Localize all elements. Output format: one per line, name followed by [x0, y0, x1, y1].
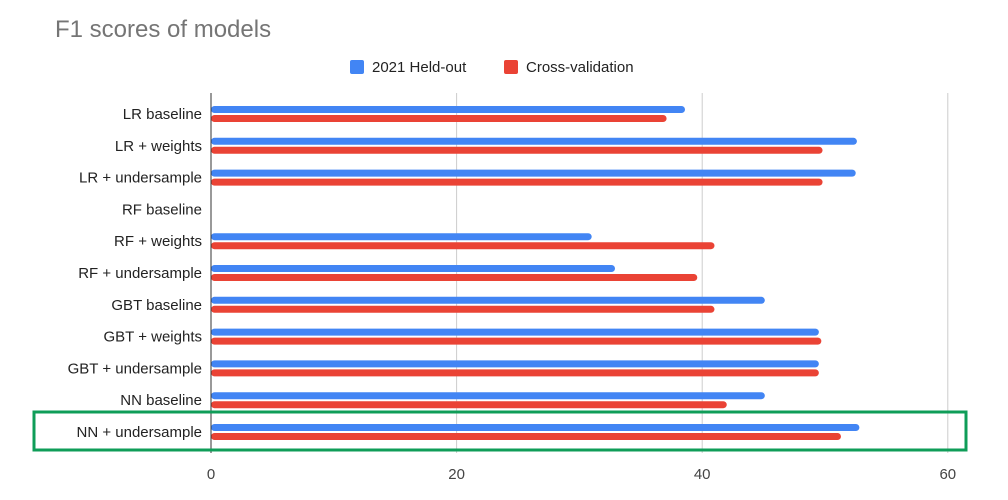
- bar-rf-plus-weights-held-out: [211, 233, 592, 241]
- bar-nn-plus-undersample-cross-validation: [211, 433, 841, 440]
- bar-rf-plus-undersample-held-out: [211, 265, 616, 272]
- bar-nn-baseline-cross-validation: [211, 401, 727, 409]
- bars: [211, 106, 860, 440]
- category-label-lr-plus-undersample: LR + undersample: [79, 170, 202, 187]
- legend: 2021 Held-out Cross-validation: [350, 59, 634, 76]
- category-label-gbt-plus-weights: GBT + weights: [103, 329, 202, 346]
- legend-label-cross-validation: Cross-validation: [526, 59, 634, 76]
- category-label-rf-plus-undersample: RF + undersample: [78, 265, 202, 282]
- chart-title: F1 scores of models: [55, 16, 271, 43]
- bar-nn-baseline-held-out: [211, 392, 765, 400]
- bar-gbt-plus-weights-held-out: [211, 328, 819, 336]
- category-label-rf-baseline: RF baseline: [122, 201, 202, 218]
- category-label-gbt-plus-undersample: GBT + undersample: [68, 360, 202, 377]
- bar-rf-plus-weights-cross-validation: [211, 242, 715, 250]
- bar-lr-baseline-cross-validation: [211, 115, 667, 122]
- bar-rf-plus-undersample-cross-validation: [211, 274, 698, 281]
- category-label-rf-plus-weights: RF + weights: [114, 233, 202, 250]
- category-label-lr-plus-weights: LR + weights: [115, 138, 202, 155]
- category-label-nn-plus-undersample: NN + undersample: [77, 424, 202, 441]
- bar-lr-plus-undersample-cross-validation: [211, 178, 823, 186]
- x-tick-label-60: 60: [939, 466, 956, 483]
- legend-swatch-cross-validation: [504, 60, 518, 74]
- x-axis-ticks: 0 20 40 60: [207, 466, 956, 483]
- bar-gbt-plus-undersample-cross-validation: [211, 369, 819, 377]
- legend-swatch-held-out: [350, 60, 364, 74]
- bar-gbt-baseline-held-out: [211, 296, 765, 304]
- category-labels: LR baseline LR + weights LR + undersample R…: [68, 106, 202, 441]
- bar-lr-plus-weights-held-out: [211, 137, 857, 145]
- highlight-box: [32, 410, 968, 452]
- category-label-gbt-baseline: GBT baseline: [111, 297, 202, 314]
- category-label-lr-baseline: LR baseline: [123, 106, 202, 123]
- bar-lr-baseline-held-out: [211, 106, 686, 113]
- x-tick-label-0: 0: [207, 466, 215, 483]
- x-tick-label-20: 20: [448, 466, 465, 483]
- legend-label-held-out: 2021 Held-out: [372, 59, 467, 76]
- bar-gbt-plus-weights-cross-validation: [211, 337, 822, 345]
- bar-nn-plus-undersample-held-out: [211, 424, 860, 431]
- bar-lr-plus-undersample-held-out: [211, 169, 856, 177]
- bar-gbt-plus-undersample-held-out: [211, 360, 819, 368]
- bar-lr-plus-weights-cross-validation: [211, 146, 823, 154]
- bar-gbt-baseline-cross-validation: [211, 305, 715, 313]
- category-label-nn-baseline: NN baseline: [120, 392, 202, 409]
- x-tick-label-40: 40: [694, 466, 711, 483]
